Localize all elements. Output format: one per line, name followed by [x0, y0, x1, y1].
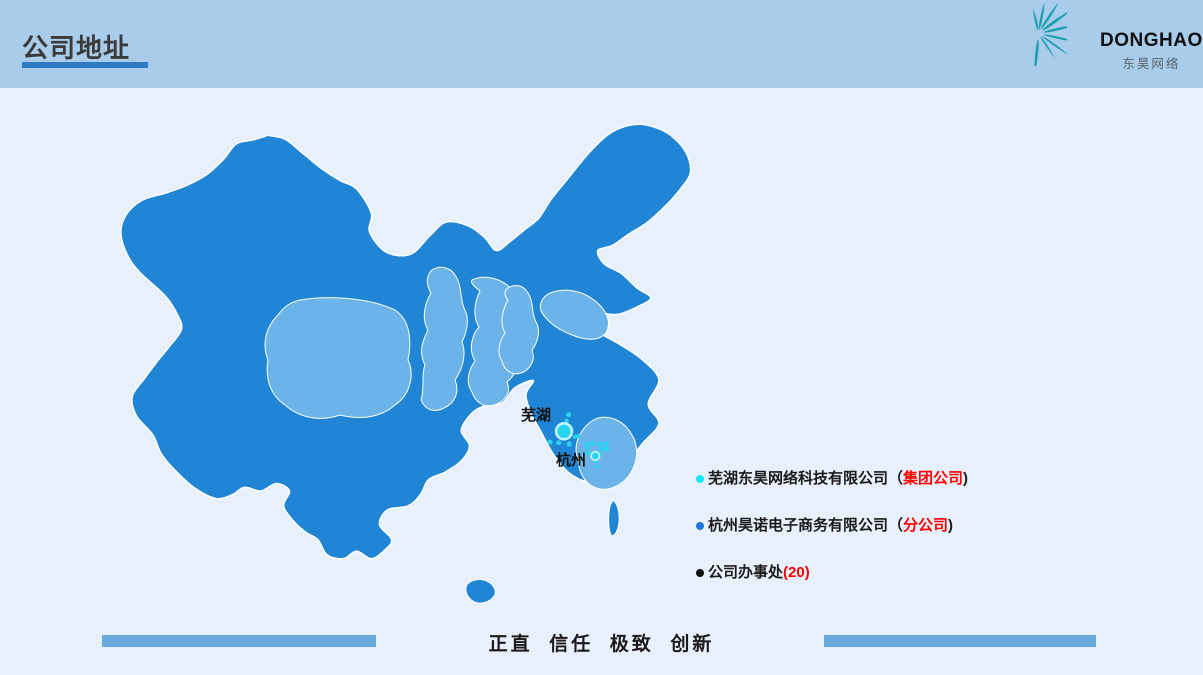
svg-text:芜湖: 芜湖 — [521, 406, 551, 424]
svg-text:杭州: 杭州 — [556, 451, 586, 469]
